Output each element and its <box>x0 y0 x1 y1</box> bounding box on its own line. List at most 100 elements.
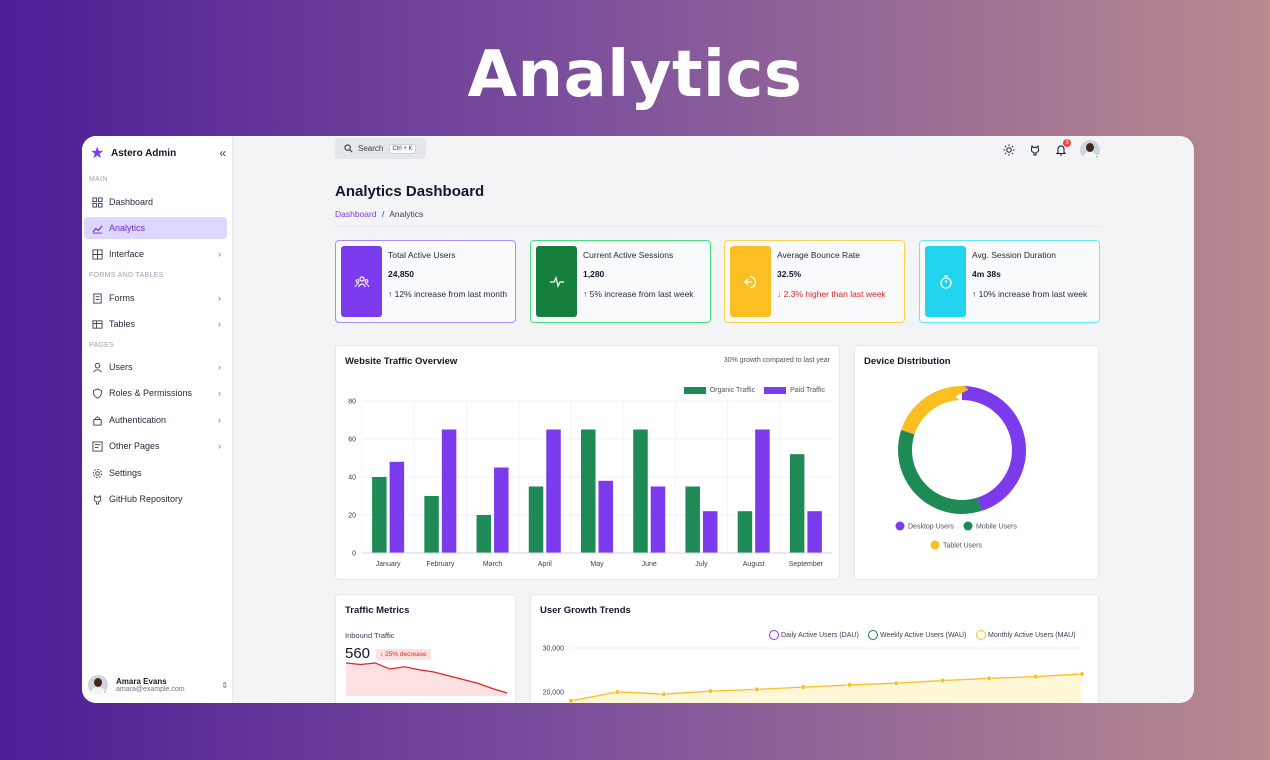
github-icon[interactable] <box>1028 143 1042 157</box>
collapse-sidebar-icon[interactable]: « <box>219 146 226 160</box>
mau-point <box>661 691 667 697</box>
stat-value: 4m 38s <box>972 269 1001 279</box>
sidebar-item-label: Tables <box>109 319 136 329</box>
user-name: Amara Evans <box>116 677 167 686</box>
sidebar-item-dashboard[interactable]: Dashboard <box>84 191 227 213</box>
sun-icon[interactable] <box>1002 143 1016 157</box>
bar-organic <box>737 511 753 553</box>
sparkline-line <box>345 662 508 694</box>
device-distribution-card: Device Distribution Desktop Users Mobile … <box>854 345 1099 580</box>
chevron-right-icon: › <box>218 441 221 451</box>
bar-paid <box>702 511 718 553</box>
avatar <box>88 675 108 695</box>
mau-point <box>986 675 992 681</box>
legend-dau[interactable]: Daily Active Users (DAU) <box>769 630 859 640</box>
bar-organic <box>633 429 648 553</box>
search-icon <box>344 144 353 153</box>
divider <box>335 226 1100 227</box>
legend-mau[interactable]: Monthly Active Users (MAU) <box>976 630 1076 640</box>
bar-paid <box>650 486 666 553</box>
device-donut-chart: Desktop Users Mobile Users Tablet Users <box>895 386 1026 550</box>
gear-icon <box>91 467 103 479</box>
stat-card-session-duration: Avg. Session Duration 4m 38s ↑ 10% incre… <box>919 240 1100 323</box>
mau-point <box>1079 671 1085 677</box>
sidebar-item-label: Other Pages <box>109 441 160 451</box>
mau-point <box>893 680 899 686</box>
sidebar-item-users[interactable]: Users › <box>84 356 227 378</box>
sidebar-item-label: GitHub Repository <box>109 494 183 504</box>
sidebar-item-tables[interactable]: Tables › <box>84 313 227 335</box>
sidebar-item-roles[interactable]: Roles & Permissions › <box>84 382 227 404</box>
user-icon <box>91 361 103 373</box>
sidebar-item-forms[interactable]: Forms › <box>84 287 227 309</box>
bar-organic <box>789 454 805 553</box>
y-tick-label: 20 <box>348 513 356 520</box>
brand[interactable]: ★ Astero Admin « <box>90 144 226 162</box>
legend-label: Monthly Active Users (MAU) <box>988 631 1076 639</box>
legend-dot <box>963 521 973 531</box>
sidebar-item-analytics[interactable]: Analytics <box>84 217 227 239</box>
legend-dot <box>930 540 940 550</box>
search-button[interactable]: Search Ctrl + K <box>335 138 426 159</box>
stat-title: Avg. Session Duration <box>972 250 1056 260</box>
bar-paid <box>755 429 770 553</box>
pages-icon <box>91 440 103 452</box>
stat-change: ↓ 2.3% higher than last week <box>777 289 886 299</box>
x-tick-label: March <box>483 561 503 568</box>
growth-title: User Growth Trends <box>540 605 631 616</box>
sidebar-item-interface[interactable]: Interface › <box>84 243 227 265</box>
sidebar-item-label: Authentication <box>109 415 167 425</box>
y-tick-label: 0 <box>352 551 356 558</box>
bar-paid <box>807 511 822 553</box>
bar-organic <box>424 496 439 553</box>
x-tick-label: April <box>538 561 552 568</box>
stat-change: ↑ 12% increase from last month <box>388 289 508 299</box>
exit-icon <box>730 246 771 317</box>
chevron-updown-icon: ⇕ <box>221 680 228 690</box>
legend-swatch-paid <box>764 387 787 394</box>
stat-title: Total Active Users <box>388 250 456 260</box>
chevron-right-icon: › <box>218 293 221 303</box>
stat-change: ↑ 5% increase from last week <box>583 289 694 299</box>
legend-label-organic[interactable]: Organic Traffic <box>709 387 756 394</box>
section-label-pages: PAGES <box>89 342 115 349</box>
legend-label-paid[interactable]: Paid Traffic <box>790 387 825 394</box>
chevron-right-icon: › <box>218 415 221 425</box>
mau-point <box>847 682 853 688</box>
donut-slice-mobile-users <box>898 386 1026 514</box>
section-label-main: MAIN <box>89 176 108 183</box>
stat-change: ↑ 10% increase from last week <box>972 289 1088 299</box>
legend-label: Tablet Users <box>943 543 982 550</box>
breadcrumb-separator: / <box>381 209 385 219</box>
user-switcher[interactable]: Amara Evans amara@example.com ⇕ <box>88 673 228 697</box>
star-logo-icon: ★ <box>90 145 105 162</box>
y-tick-label: 30,000 <box>543 646 565 653</box>
traffic-overview-card: Website Traffic Overview 30% growth comp… <box>335 345 840 580</box>
breadcrumb: Dashboard / Analytics <box>335 209 423 219</box>
form-icon <box>91 292 103 304</box>
page-title: Analytics Dashboard <box>335 183 485 200</box>
sidebar-item-authentication[interactable]: Authentication › <box>84 409 227 431</box>
sidebar-item-other-pages[interactable]: Other Pages › <box>84 435 227 457</box>
traffic-legend: Organic Traffic Paid Traffic <box>683 387 825 394</box>
stat-card-bounce-rate: Average Bounce Rate 32.5% ↓ 2.3% higher … <box>724 240 905 323</box>
stat-card-active-sessions: Current Active Sessions 1,280 ↑ 5% incre… <box>530 240 711 323</box>
chevron-right-icon: › <box>218 249 221 259</box>
legend-wau[interactable]: Weekly Active Users (WAU) <box>868 630 966 640</box>
breadcrumb-dashboard[interactable]: Dashboard <box>335 209 377 219</box>
x-tick-label: February <box>426 561 455 568</box>
breadcrumb-current: Analytics <box>389 209 424 219</box>
stat-title: Current Active Sessions <box>583 250 674 260</box>
bar-organic <box>685 486 700 553</box>
profile-avatar[interactable] <box>1080 140 1100 160</box>
inbound-traffic-sparkline <box>345 662 508 696</box>
user-email: amara@example.com <box>116 686 185 693</box>
sidebar-item-label: Settings <box>109 468 142 478</box>
sidebar-item-github[interactable]: GitHub Repository <box>84 488 227 510</box>
user-growth-line-chart: 30,000 20,000 <box>543 646 1085 703</box>
lock-icon <box>91 414 103 426</box>
section-label-forms: FORMS AND TABLES <box>89 272 164 279</box>
sidebar-item-settings[interactable]: Settings <box>84 462 227 484</box>
traffic-note: 30% growth compared to last year <box>723 357 830 364</box>
bell-icon[interactable]: 3 <box>1054 139 1071 157</box>
